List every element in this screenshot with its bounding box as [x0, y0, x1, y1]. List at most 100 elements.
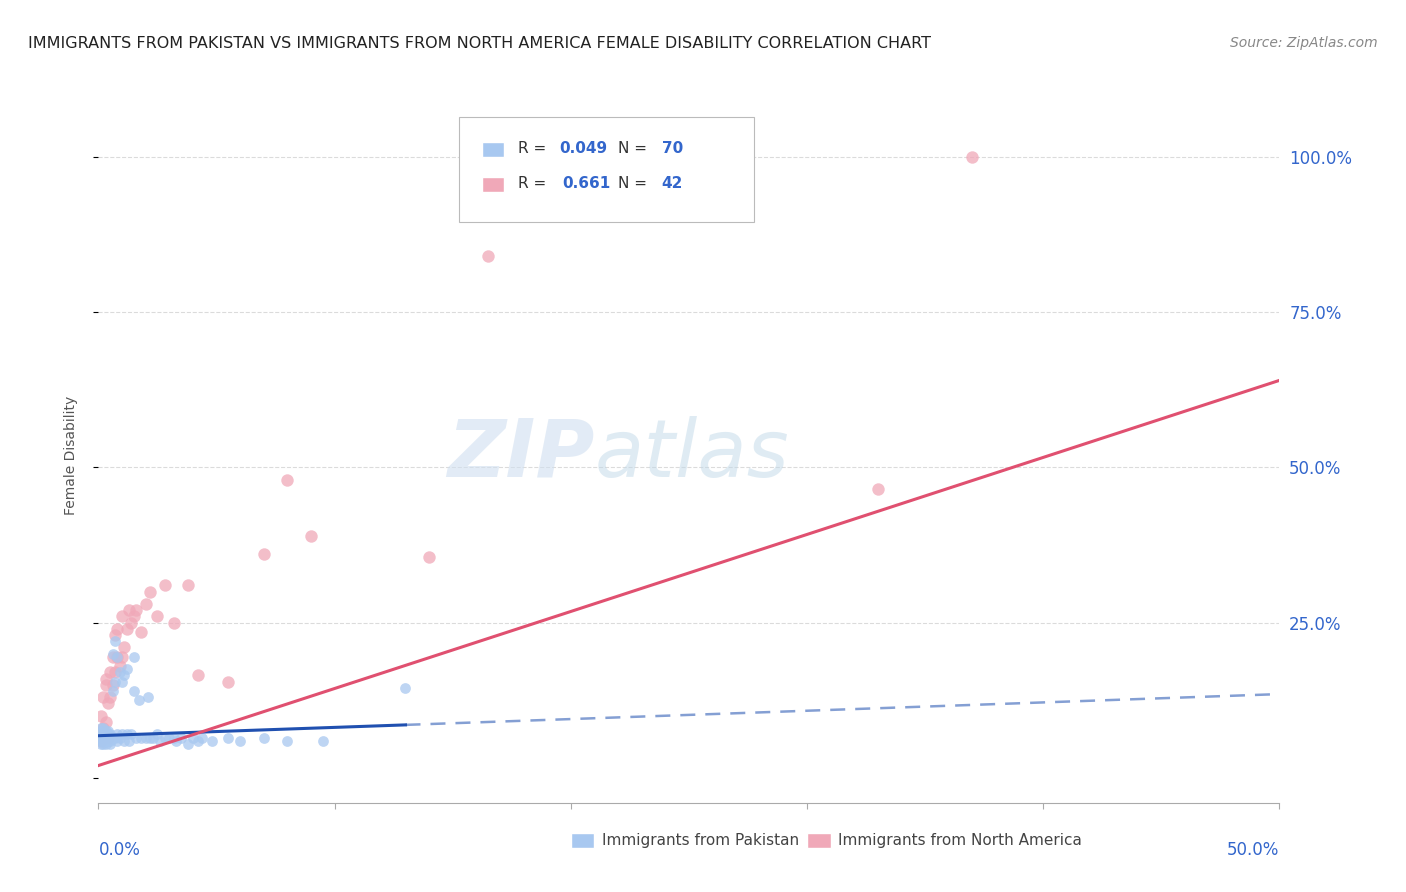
- Point: [91, 733, 114, 747]
- Point: [98, 731, 121, 745]
- Point: [91, 737, 114, 751]
- Point: [104, 665, 127, 680]
- Point: [98, 665, 121, 680]
- Text: R =: R =: [517, 176, 555, 191]
- Text: N =: N =: [619, 141, 652, 156]
- Point: [94, 714, 117, 729]
- Bar: [482, 142, 503, 157]
- Point: [104, 674, 127, 689]
- Point: [129, 624, 152, 639]
- Point: [90, 724, 112, 739]
- Point: [90, 737, 112, 751]
- Point: [125, 603, 148, 617]
- Point: [253, 547, 276, 561]
- Point: [122, 684, 145, 698]
- Text: N =: N =: [619, 176, 652, 191]
- Point: [91, 727, 114, 741]
- Point: [122, 649, 145, 664]
- Point: [98, 733, 121, 747]
- Point: [118, 603, 141, 617]
- Text: R =: R =: [517, 141, 551, 156]
- Point: [115, 727, 138, 741]
- Point: [312, 733, 335, 747]
- Point: [104, 731, 127, 745]
- Point: [149, 733, 172, 747]
- Point: [112, 733, 135, 747]
- Point: [394, 681, 416, 695]
- Point: [122, 609, 145, 624]
- Text: IMMIGRANTS FROM PAKISTAN VS IMMIGRANTS FROM NORTH AMERICA FEMALE DISABILITY CORR: IMMIGRANTS FROM PAKISTAN VS IMMIGRANTS F…: [28, 36, 931, 51]
- Point: [101, 678, 124, 692]
- Point: [108, 665, 131, 680]
- Point: [94, 737, 117, 751]
- Point: [115, 622, 138, 636]
- Text: Immigrants from Pakistan: Immigrants from Pakistan: [602, 833, 799, 848]
- Point: [139, 731, 162, 745]
- Point: [276, 473, 298, 487]
- Text: 0.661: 0.661: [562, 176, 610, 191]
- Text: Immigrants from North America: Immigrants from North America: [838, 833, 1081, 848]
- Point: [201, 733, 224, 747]
- Point: [153, 578, 176, 592]
- Point: [90, 733, 112, 747]
- Point: [94, 733, 117, 747]
- Point: [217, 731, 239, 745]
- Point: [253, 731, 276, 745]
- Point: [91, 731, 114, 745]
- Point: [91, 721, 114, 735]
- Point: [101, 649, 124, 664]
- Text: ZIP: ZIP: [447, 416, 595, 494]
- Point: [177, 578, 200, 592]
- Point: [165, 733, 187, 747]
- Text: 50.0%: 50.0%: [1227, 841, 1279, 859]
- Point: [229, 733, 252, 747]
- Point: [135, 597, 157, 611]
- Point: [90, 708, 112, 723]
- Point: [112, 668, 135, 682]
- Point: [97, 727, 120, 741]
- Point: [163, 615, 186, 630]
- Point: [90, 731, 112, 745]
- Point: [91, 721, 114, 735]
- Point: [104, 634, 127, 648]
- Text: Source: ZipAtlas.com: Source: ZipAtlas.com: [1230, 36, 1378, 50]
- Point: [97, 724, 120, 739]
- Point: [177, 737, 200, 751]
- Point: [98, 737, 121, 751]
- Point: [136, 690, 159, 705]
- Point: [129, 731, 152, 745]
- Point: [163, 731, 186, 745]
- Y-axis label: Female Disability: Female Disability: [63, 395, 77, 515]
- Point: [477, 249, 499, 263]
- Point: [105, 733, 128, 747]
- Point: [276, 733, 298, 747]
- Point: [105, 649, 128, 664]
- Bar: [482, 177, 503, 192]
- Point: [97, 697, 120, 711]
- Point: [98, 727, 121, 741]
- Point: [112, 640, 135, 655]
- Point: [101, 684, 124, 698]
- Point: [142, 731, 165, 745]
- Point: [104, 628, 127, 642]
- Point: [217, 674, 239, 689]
- Point: [146, 609, 169, 624]
- Point: [125, 731, 148, 745]
- Point: [97, 731, 120, 745]
- Point: [153, 731, 176, 745]
- Point: [299, 529, 322, 543]
- Point: [121, 727, 143, 741]
- Point: [181, 731, 204, 745]
- Point: [108, 659, 131, 673]
- Point: [105, 727, 128, 741]
- Point: [94, 724, 117, 739]
- Bar: [571, 833, 595, 848]
- Point: [866, 482, 889, 496]
- Point: [97, 733, 120, 747]
- Point: [128, 693, 150, 707]
- Point: [187, 668, 209, 682]
- Point: [90, 733, 112, 747]
- Point: [139, 584, 162, 599]
- Point: [191, 731, 214, 745]
- Point: [108, 731, 131, 745]
